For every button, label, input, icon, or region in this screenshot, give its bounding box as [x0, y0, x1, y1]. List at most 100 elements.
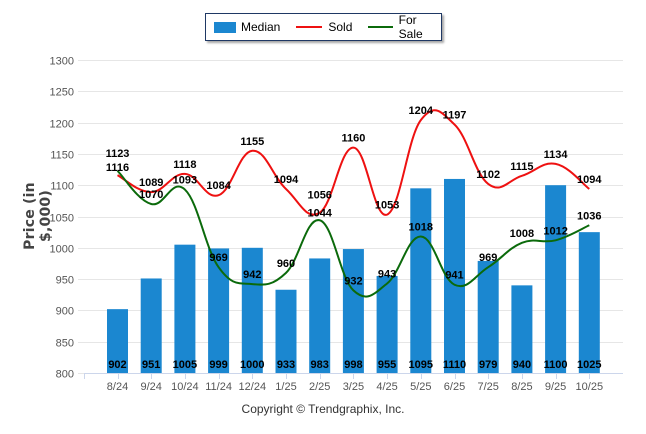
- copyright-text: Copyright © Trendgraphix, Inc.: [241, 402, 405, 416]
- x-tick-label: 8/24: [107, 381, 128, 393]
- x-tick-label: 9/25: [545, 381, 566, 393]
- median-bar: [241, 247, 263, 373]
- median-data-label: 1110: [443, 359, 466, 371]
- sold-data-label: 1094: [577, 174, 602, 186]
- x-tick-label: 7/25: [477, 381, 498, 393]
- for-sale-data-label: 943: [378, 268, 396, 280]
- y-tick-label: 950: [56, 275, 74, 287]
- y-axis-title: Price (in $,000): [22, 182, 54, 250]
- median-data-label: 1000: [240, 359, 264, 371]
- median-data-label: 998: [344, 359, 362, 371]
- sold-data-label: 1118: [173, 159, 196, 171]
- median-bar: [511, 285, 533, 373]
- for-sale-data-label: 969: [209, 252, 227, 264]
- x-tick-label: 5/25: [410, 381, 431, 393]
- median-bar: [275, 289, 297, 373]
- x-tick-label: 1/25: [275, 381, 296, 393]
- median-data-label: 955: [378, 359, 396, 371]
- sold-data-label: 1089: [139, 177, 163, 189]
- for-sale-data-label: 1123: [106, 148, 130, 160]
- for-sale-data-label: 1093: [173, 175, 197, 187]
- for-sale-data-label: 1044: [307, 207, 332, 219]
- sold-line-icon: [296, 26, 323, 28]
- median-data-label: 951: [142, 359, 160, 371]
- legend-label-sold: Sold: [328, 20, 353, 34]
- for-sale-data-label: 941: [445, 270, 463, 282]
- for-sale-data-label: 960: [277, 258, 295, 270]
- sold-data-label: 1134: [544, 149, 569, 161]
- y-tick-label: 1050: [50, 213, 74, 225]
- y-axis-ticks: 800 850 900 950 1000 1050 1100 1150 1200 1250 1300: [50, 56, 74, 381]
- sold-data-label: 1155: [240, 136, 264, 148]
- sold-data-label: 1204: [409, 105, 434, 117]
- sold-data-label: 1084: [206, 180, 231, 192]
- x-tick-label: 10/25: [576, 381, 604, 393]
- for-sale-data-label: 942: [243, 269, 261, 281]
- median-bar: [444, 178, 465, 373]
- median-data-label: 1005: [173, 359, 197, 371]
- sold-data-label: 1197: [443, 109, 467, 121]
- median-bar: [410, 188, 432, 373]
- gridlines: [78, 60, 623, 374]
- median-data-label: 999: [209, 359, 227, 371]
- median-bar: [376, 275, 398, 373]
- median-data-label: 902: [108, 359, 126, 371]
- median-data-label: 933: [277, 359, 295, 371]
- for-sale-data-label: 1012: [543, 225, 567, 237]
- median-bar: [578, 232, 600, 373]
- median-bar: [545, 185, 567, 373]
- for-sale-data-label: 1036: [577, 210, 601, 222]
- line-series: [116, 109, 590, 298]
- x-tick-label: 4/25: [376, 381, 397, 393]
- x-tick-label: 8/25: [511, 381, 532, 393]
- y-tick-label: 1300: [50, 56, 74, 68]
- for-sale-line-icon: [368, 26, 393, 28]
- sold-data-label: 1094: [274, 174, 299, 186]
- legend-item-sold[interactable]: Sold: [288, 20, 352, 34]
- sold-data-label: 1116: [106, 162, 129, 174]
- median-bar: [477, 260, 499, 373]
- y-tick-label: 1150: [50, 150, 74, 162]
- for-sale-data-label: 1018: [409, 222, 433, 234]
- sold-data-label: 1053: [375, 200, 399, 212]
- legend-label-median: Median: [241, 20, 281, 34]
- median-data-label: 940: [513, 359, 531, 371]
- y-tick-label: 1100: [50, 181, 74, 193]
- x-tick-label: 10/24: [171, 381, 199, 393]
- median-bar: [309, 258, 331, 373]
- median-bar: [208, 248, 230, 373]
- median-data-label: 979: [479, 359, 497, 371]
- sold-data-label: 1102: [476, 169, 500, 181]
- y-tick-label: 1250: [50, 87, 74, 99]
- y-tick-label: 900: [56, 306, 74, 318]
- median-data-label: 983: [311, 359, 329, 371]
- legend: Median Sold For Sale: [205, 13, 442, 41]
- median-bar: [140, 278, 162, 373]
- for-sale-data-label: 932: [344, 275, 362, 287]
- x-tick-label: 3/25: [343, 381, 364, 393]
- median-bar: [174, 244, 196, 373]
- for-sale-data-label: 969: [479, 252, 497, 264]
- for-sale-line: [116, 170, 590, 298]
- data-labels: 902 951 1005 999 1000 933 983 998 955 1095 1110 979…: [106, 105, 603, 371]
- x-tick-label: 12/24: [239, 381, 267, 393]
- median-bar: [342, 249, 364, 373]
- legend-item-for-sale[interactable]: For Sale: [360, 13, 441, 41]
- median-bars: [107, 178, 600, 373]
- sold-data-label: 1115: [510, 161, 533, 173]
- y-tick-label: 1200: [50, 119, 74, 131]
- legend-item-median[interactable]: Median: [214, 20, 280, 34]
- sold-line: [117, 109, 590, 216]
- x-axis: 8/24 9/24 10/24 11/24 12/24 1/25 2/25 3/25 4/25 5…: [84, 373, 623, 393]
- x-tick-label: 9/24: [140, 381, 161, 393]
- y-tick-label: 850: [56, 338, 74, 350]
- x-tick-label: 11/24: [205, 381, 232, 393]
- median-bar: [107, 309, 128, 373]
- x-tick-label: 6/25: [444, 381, 465, 393]
- median-swatch-icon: [214, 21, 236, 33]
- median-data-label: 1100: [544, 359, 568, 371]
- sold-data-label: 1160: [341, 133, 365, 145]
- legend-label-for-sale: For Sale: [398, 13, 423, 41]
- x-tick-label: 2/25: [309, 381, 330, 393]
